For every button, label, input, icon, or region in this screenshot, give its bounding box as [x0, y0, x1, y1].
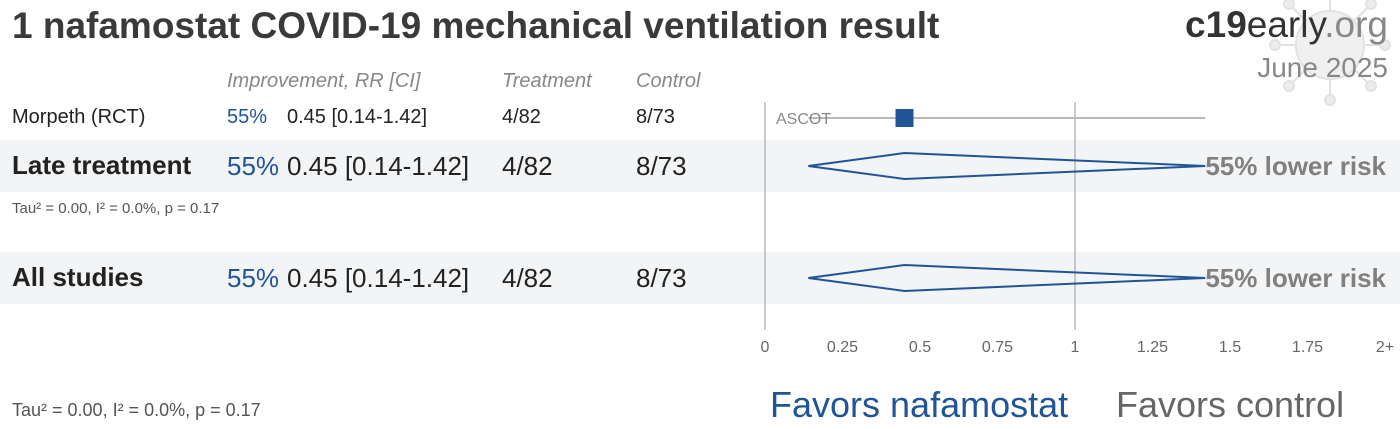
- virus-watermark-icon: [1269, 0, 1391, 106]
- study-control: 8/73: [636, 106, 675, 128]
- x-tick-label: 0.75: [982, 339, 1013, 356]
- brand-part-2: early: [1246, 4, 1325, 45]
- pooled-diamond: [808, 263, 1206, 293]
- x-tick-label: 0.25: [827, 339, 858, 356]
- x-tick-label: 1.25: [1137, 339, 1168, 356]
- all-studies-band: [0, 252, 1400, 304]
- favors-treatment-label: Favors nafamostat: [770, 384, 1069, 425]
- study-point-marker: [895, 109, 914, 127]
- study-label: ASCOT: [776, 111, 831, 128]
- study-name: Morpeth (RCT): [12, 106, 146, 128]
- study-treatment: 4/82: [502, 106, 541, 128]
- late-treatment-rr: 0.45 [0.14-1.42]: [287, 151, 470, 181]
- brand-part-1: c19: [1185, 4, 1247, 45]
- header-control: Control: [636, 70, 701, 92]
- late-treatment-name: Late treatment: [12, 150, 192, 180]
- all-studies-rr: 0.45 [0.14-1.42]: [287, 263, 470, 293]
- pooled-diamond: [808, 151, 1206, 181]
- all-studies-name: All studies: [12, 262, 144, 292]
- all-studies-pct: 55%: [227, 263, 280, 293]
- footer-stats: Tau² = 0.00, I² = 0.0%, p = 0.17: [12, 400, 261, 420]
- brand-part-3: .org: [1324, 4, 1388, 45]
- late-treatment-treatment: 4/82: [502, 151, 553, 181]
- late-treatment-control: 8/73: [636, 151, 687, 181]
- risk-label: 55% lower risk: [1205, 263, 1386, 293]
- x-tick-label: 0: [761, 339, 770, 356]
- x-tick-label: 2+: [1376, 339, 1394, 356]
- favors-control-label: Favors control: [1116, 384, 1345, 425]
- x-tick-label: 0.5: [909, 339, 931, 356]
- all-studies-treatment: 4/82: [502, 263, 553, 293]
- late-treatment-stats: Tau² = 0.00, I² = 0.0%, p = 0.17: [12, 200, 220, 217]
- x-tick-label: 1.5: [1219, 339, 1241, 356]
- brand-logo: c19early.org: [1185, 4, 1388, 46]
- study-rr: 0.45 [0.14-1.42]: [287, 106, 428, 128]
- chart-title: 1 nafamostat COVID-19 mechanical ventila…: [12, 5, 940, 46]
- late-treatment-band: [0, 140, 1400, 192]
- all-studies-control: 8/73: [636, 263, 687, 293]
- late-treatment-pct: 55%: [227, 151, 280, 181]
- header-treatment: Treatment: [502, 70, 592, 92]
- x-tick-label: 1: [1071, 339, 1080, 356]
- risk-label: 55% lower risk: [1205, 151, 1386, 181]
- study-pct: 55%: [227, 106, 268, 128]
- x-tick-label: 1.75: [1292, 339, 1323, 356]
- date-label: June 2025: [1257, 52, 1388, 83]
- header-improvement: Improvement, RR [CI]: [227, 70, 421, 92]
